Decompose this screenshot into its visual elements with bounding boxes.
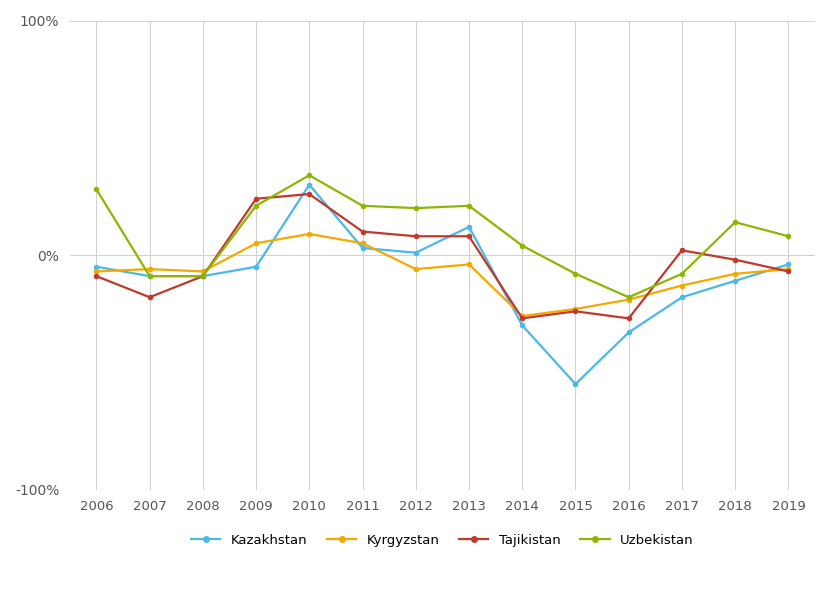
Tajikistan <box>464 232 474 240</box>
Kyrgyzstan <box>411 266 421 273</box>
Tajikistan <box>305 191 315 198</box>
Line: Tajikistan: Tajikistan <box>94 191 791 321</box>
Kyrgyzstan <box>623 296 633 303</box>
Kyrgyzstan <box>198 268 208 275</box>
Kazakhstan <box>251 263 261 270</box>
Tajikistan <box>91 273 101 280</box>
Kyrgyzstan <box>358 240 368 247</box>
Tajikistan <box>623 315 633 322</box>
Kyrgyzstan <box>677 282 687 289</box>
Uzbekistan <box>144 273 154 280</box>
Kyrgyzstan <box>730 270 740 277</box>
Line: Uzbekistan: Uzbekistan <box>94 172 791 300</box>
Uzbekistan <box>91 186 101 193</box>
Kyrgyzstan <box>91 268 101 275</box>
Kazakhstan <box>91 263 101 270</box>
Uzbekistan <box>517 242 527 249</box>
Kyrgyzstan <box>464 261 474 268</box>
Kazakhstan <box>144 273 154 280</box>
Uzbekistan <box>677 270 687 277</box>
Uzbekistan <box>358 202 368 209</box>
Kazakhstan <box>677 294 687 301</box>
Tajikistan <box>570 308 580 315</box>
Tajikistan <box>144 294 154 301</box>
Uzbekistan <box>784 232 793 240</box>
Kazakhstan <box>570 381 580 388</box>
Kazakhstan <box>464 224 474 231</box>
Tajikistan <box>358 228 368 235</box>
Kyrgyzstan <box>784 266 793 273</box>
Kazakhstan <box>517 322 527 329</box>
Tajikistan <box>784 268 793 275</box>
Kazakhstan <box>730 277 740 284</box>
Kazakhstan <box>305 181 315 188</box>
Uzbekistan <box>251 202 261 209</box>
Legend: Kazakhstan, Kyrgyzstan, Tajikistan, Uzbekistan: Kazakhstan, Kyrgyzstan, Tajikistan, Uzbe… <box>191 534 694 547</box>
Uzbekistan <box>198 273 208 280</box>
Line: Kyrgyzstan: Kyrgyzstan <box>94 231 791 319</box>
Uzbekistan <box>464 202 474 209</box>
Tajikistan <box>411 232 421 240</box>
Kyrgyzstan <box>517 313 527 320</box>
Uzbekistan <box>570 270 580 277</box>
Kyrgyzstan <box>144 266 154 273</box>
Line: Kazakhstan: Kazakhstan <box>94 182 791 387</box>
Kazakhstan <box>358 244 368 251</box>
Kyrgyzstan <box>570 306 580 313</box>
Kazakhstan <box>623 329 633 336</box>
Tajikistan <box>517 315 527 322</box>
Tajikistan <box>677 247 687 254</box>
Tajikistan <box>730 256 740 263</box>
Tajikistan <box>198 273 208 280</box>
Uzbekistan <box>730 219 740 226</box>
Uzbekistan <box>623 294 633 301</box>
Kyrgyzstan <box>251 240 261 247</box>
Uzbekistan <box>411 205 421 212</box>
Tajikistan <box>251 195 261 202</box>
Kazakhstan <box>784 261 793 268</box>
Kazakhstan <box>411 249 421 256</box>
Kyrgyzstan <box>305 230 315 237</box>
Uzbekistan <box>305 172 315 179</box>
Kazakhstan <box>198 273 208 280</box>
